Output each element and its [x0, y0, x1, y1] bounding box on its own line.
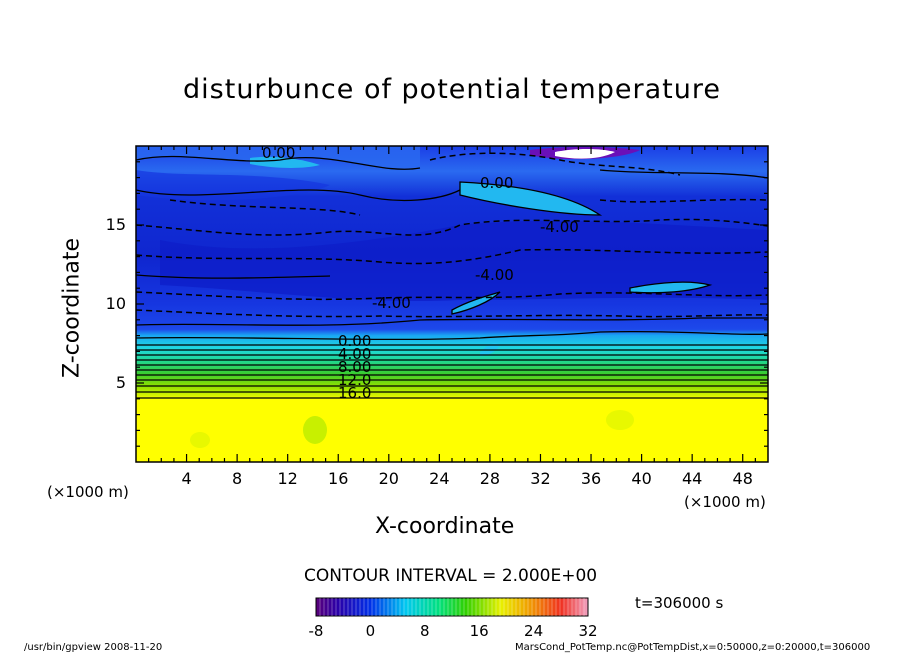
- y-axis-label: Z-coordinate: [59, 238, 85, 378]
- colorbar-tick-label: 24: [524, 622, 544, 640]
- x-tick-marks: [148, 146, 756, 462]
- contour-label: 0.00: [262, 144, 295, 162]
- x-tick-label: 24: [429, 469, 450, 488]
- contour-label: 8.00: [338, 358, 371, 376]
- x-tick-label: 20: [378, 469, 399, 488]
- x-unit-left: (×1000 m): [47, 483, 129, 501]
- footer-left: /usr/bin/gpview 2008-11-20: [24, 642, 163, 653]
- time-label: t=306000 s: [635, 594, 724, 612]
- contour-label: -4.00: [540, 218, 579, 236]
- x-tick-label: 48: [732, 469, 753, 488]
- x-tick-label: 32: [530, 469, 551, 488]
- contour-label: 16.0: [338, 384, 371, 402]
- colorbar-tick-label: 16: [469, 622, 489, 640]
- x-unit-right: (×1000 m): [684, 493, 766, 511]
- colorbar-tick-label: 8: [420, 622, 430, 640]
- contour-interval: CONTOUR INTERVAL = 2.000E+00: [304, 566, 598, 586]
- heatmap-field: [136, 146, 768, 462]
- contour-label: 0.00: [480, 174, 513, 192]
- contour-label: 0.00: [338, 332, 371, 350]
- contour-label: -4.00: [475, 266, 514, 284]
- colorbar-tick-label: -8: [308, 622, 324, 640]
- x-axis-label: X-coordinate: [375, 514, 515, 539]
- colorbar-tick-label: 0: [365, 622, 376, 640]
- y-tick-label: 10: [105, 294, 126, 313]
- x-tick-label: 8: [232, 469, 243, 488]
- contour-label: 4.00: [338, 345, 371, 363]
- chart-title: disturbunce of potential temperature: [183, 74, 721, 105]
- footer-right: MarsCond_PotTemp.nc@PotTempDist,x=0:5000…: [515, 642, 871, 653]
- colorbar-tick-label: 32: [578, 622, 598, 640]
- x-tick-label: 40: [631, 469, 652, 488]
- contour-label: -4.00: [372, 294, 411, 312]
- contour-label: 12.0: [338, 371, 371, 389]
- x-tick-label: 36: [580, 469, 602, 488]
- colorbar-stripes: [319, 598, 585, 616]
- negative-contours: [136, 152, 768, 318]
- y-tick-marks: [136, 161, 768, 447]
- x-tick-label: 4: [181, 469, 192, 488]
- y-tick-label: 5: [115, 373, 126, 392]
- x-tick-label: 12: [277, 469, 298, 488]
- x-tick-label: 28: [479, 469, 501, 488]
- y-tick-label: 15: [105, 215, 126, 234]
- contour-labels: 0.00 0.00 -4.00 -4.00 -4.00 0.00 4.00 8.…: [262, 144, 579, 402]
- contour-lines: [136, 155, 768, 399]
- x-tick-label: 16: [328, 469, 349, 488]
- x-tick-label: 44: [681, 469, 703, 488]
